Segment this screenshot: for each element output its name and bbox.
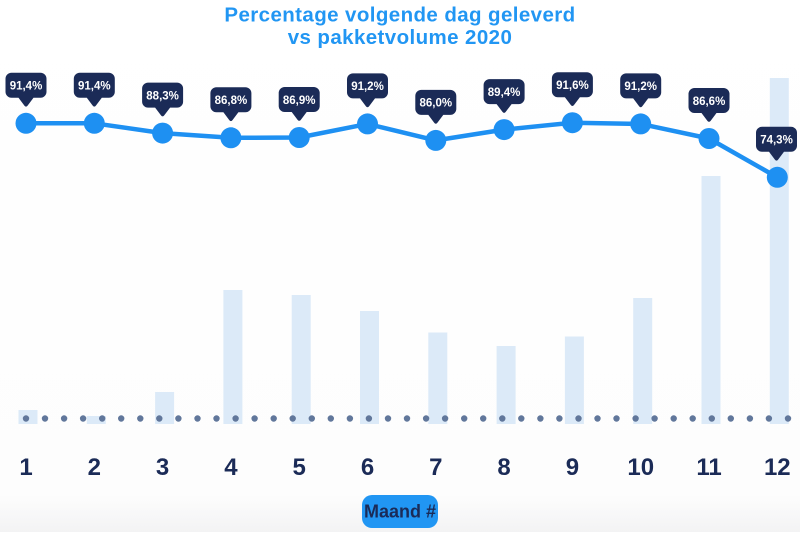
svg-text:11: 11 [696, 454, 721, 481]
svg-text:10: 10 [627, 454, 654, 481]
svg-text:86,9%: 86,9% [283, 95, 316, 107]
svg-text:88,3%: 88,3% [146, 90, 179, 102]
svg-text:6: 6 [361, 454, 374, 481]
svg-text:91,4%: 91,4% [78, 81, 111, 93]
svg-text:5: 5 [293, 454, 306, 481]
svg-text:Percentage volgende dag geleve: Percentage volgende dag geleverd [224, 4, 575, 27]
svg-text:86,8%: 86,8% [215, 95, 248, 107]
svg-text:3: 3 [156, 454, 169, 481]
svg-text:9: 9 [566, 454, 579, 481]
svg-text:4: 4 [224, 454, 238, 481]
svg-text:12: 12 [764, 454, 791, 481]
svg-text:91,2%: 91,2% [624, 81, 657, 93]
svg-text:2: 2 [88, 454, 101, 481]
svg-text:89,4%: 89,4% [488, 87, 521, 99]
svg-text:8: 8 [497, 454, 510, 481]
svg-text:Maand #: Maand # [364, 502, 436, 522]
svg-text:7: 7 [429, 454, 442, 481]
svg-text:74,3%: 74,3% [760, 135, 793, 147]
svg-text:1: 1 [19, 454, 32, 481]
svg-text:86,0%: 86,0% [419, 98, 452, 110]
svg-text:86,6%: 86,6% [693, 96, 726, 108]
svg-text:91,2%: 91,2% [351, 81, 384, 93]
svg-text:91,6%: 91,6% [556, 80, 589, 92]
svg-text:91,4%: 91,4% [10, 81, 43, 93]
svg-text:vs pakketvolume 2020: vs pakketvolume 2020 [288, 26, 513, 49]
